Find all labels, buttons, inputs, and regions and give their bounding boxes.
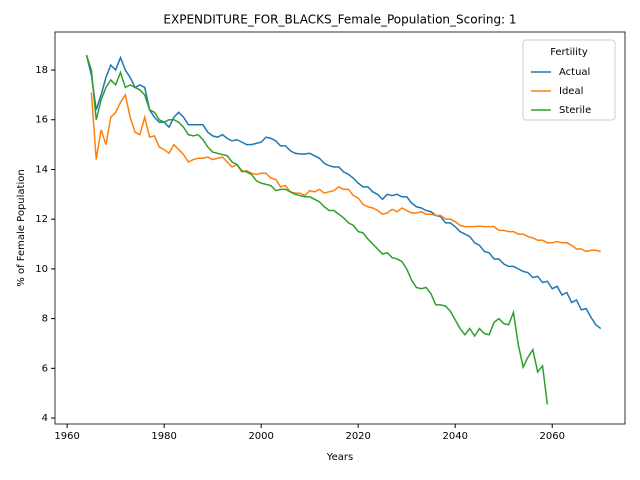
legend-title: Fertility [550,47,588,58]
line [85,54,602,330]
x-tick-label: 2040 [442,431,467,442]
x-tick-label: 2060 [540,431,565,442]
y-tick-label: 10 [35,264,48,275]
y-axis-label: % of Female Population [16,169,27,286]
x-tick-label: 2000 [248,431,273,442]
y-tick-label: 6 [42,363,48,374]
x-tick-label: 1980 [151,431,176,442]
legend-label: Sterile [559,105,591,116]
y-tick-label: 8 [42,314,48,325]
y-tick-label: 14 [35,164,48,175]
y-tick-label: 18 [35,65,48,76]
y-tick-label: 4 [42,413,48,424]
plot-frame [54,31,626,425]
line [90,92,601,253]
legend-label: Ideal [559,86,583,97]
legend-label: Actual [559,67,590,78]
legend-box [522,39,616,121]
y-tick-label: 12 [35,214,48,225]
line [85,54,549,405]
x-tick-label: 2020 [345,431,370,442]
x-axis-label: Years [326,452,353,463]
x-tick-label: 1960 [54,431,79,442]
chart-title: EXPENDITURE_FOR_BLACKS_Female_Population… [163,13,516,27]
y-tick-label: 16 [35,115,48,126]
